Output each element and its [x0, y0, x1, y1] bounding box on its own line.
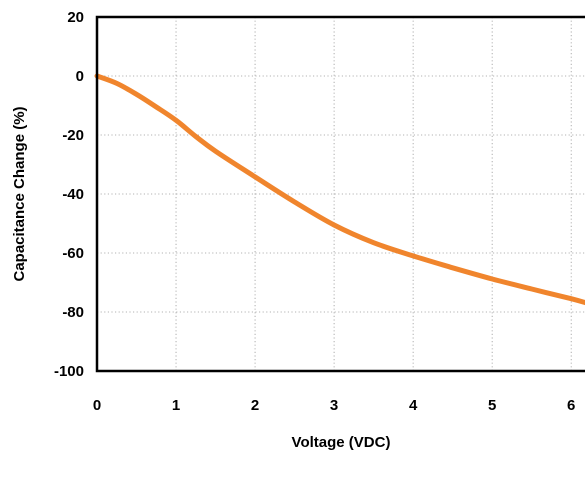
y-tick-label: 20: [67, 9, 84, 26]
y-tick-label: -40: [62, 186, 84, 203]
series-line: [94, 73, 585, 306]
x-axis-title: Voltage (VDC): [292, 434, 391, 451]
x-axis-ticks: 0 1 2 3 4 5 6: [93, 397, 576, 414]
x-tick-label: 0: [93, 397, 101, 414]
x-tick-label: 1: [172, 397, 180, 414]
y-tick-label: -20: [62, 127, 84, 144]
x-tick-label: 6: [567, 397, 575, 414]
x-tick-label: 3: [330, 397, 338, 414]
y-tick-label: -100: [54, 363, 84, 380]
y-axis-title: Capacitance Change (%): [11, 106, 28, 281]
y-tick-label: -60: [62, 245, 84, 262]
y-axis-ticks: 20 0 -20 -40 -60 -80 -100: [54, 9, 84, 380]
grid: [97, 17, 585, 371]
y-tick-label: 0: [76, 68, 84, 85]
x-tick-label: 5: [488, 397, 496, 414]
y-tick-label: -80: [62, 304, 84, 321]
x-tick-label: 4: [409, 397, 418, 414]
x-tick-label: 2: [251, 397, 259, 414]
plot-frame: [95, 15, 585, 373]
